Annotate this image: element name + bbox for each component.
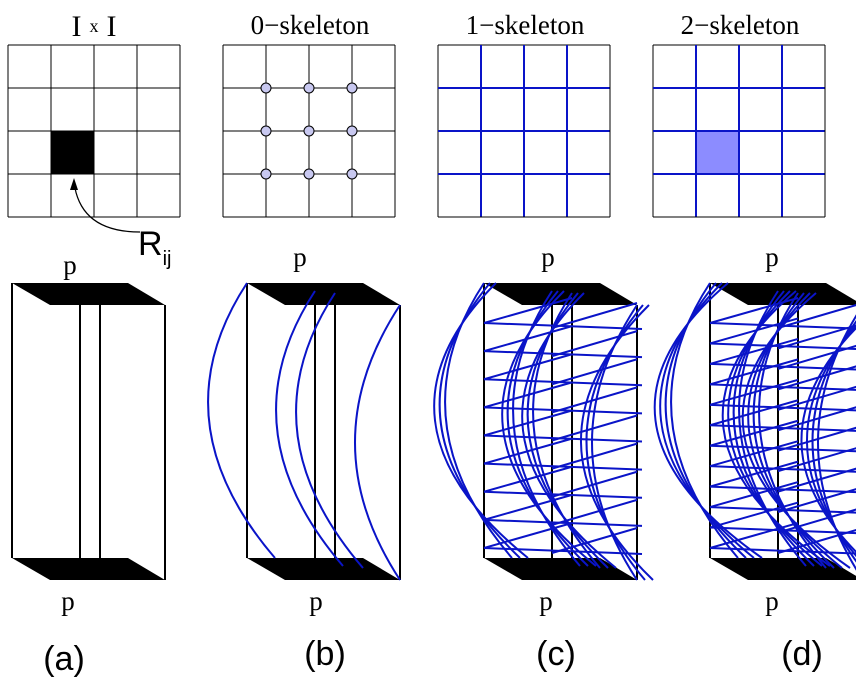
ixi-op: x bbox=[90, 16, 99, 36]
vertex-dot bbox=[347, 83, 357, 93]
bottom-label: p bbox=[309, 586, 323, 616]
vertex-dot bbox=[304, 83, 314, 93]
curve bbox=[296, 293, 363, 568]
top-label: p bbox=[293, 242, 307, 272]
ixi-left: I bbox=[72, 10, 82, 43]
figure: IxI 0−skeleton 1−skeleton 2−skeleton Rij… bbox=[0, 0, 856, 681]
diagonal bbox=[552, 416, 637, 441]
selected-cell bbox=[51, 131, 94, 174]
curve bbox=[812, 305, 856, 580]
bottom-label: p bbox=[539, 586, 553, 616]
diagonal bbox=[484, 439, 572, 464]
top-face bbox=[247, 283, 400, 305]
cell-label: Rij bbox=[138, 225, 171, 270]
curve bbox=[528, 293, 608, 568]
panel-label: (c) bbox=[536, 635, 576, 673]
vertex-dot bbox=[261, 83, 271, 93]
diagonal bbox=[484, 326, 572, 351]
arrow-head bbox=[70, 178, 78, 190]
panel-label: (a) bbox=[43, 640, 85, 678]
panel-label: (d) bbox=[781, 635, 823, 673]
curve bbox=[759, 293, 826, 568]
bottom-label: p bbox=[765, 586, 779, 616]
cell-label-sub: ij bbox=[163, 248, 172, 270]
diagonal bbox=[710, 318, 798, 343]
diagonal bbox=[710, 503, 798, 528]
vertex-dot bbox=[304, 169, 314, 179]
selected-cell bbox=[696, 131, 739, 174]
curve bbox=[807, 305, 856, 580]
bottom-label: p bbox=[61, 586, 75, 616]
diagonal bbox=[710, 441, 798, 466]
diagonal bbox=[710, 339, 798, 364]
curve bbox=[355, 305, 400, 580]
grid-title: 2−skeleton bbox=[681, 10, 800, 40]
cell-label-base: R bbox=[138, 225, 163, 263]
pointer-arrow bbox=[74, 182, 140, 232]
top-face bbox=[12, 283, 165, 305]
top-label: p bbox=[63, 250, 77, 280]
vertex-dot bbox=[347, 169, 357, 179]
vertex-dot bbox=[261, 126, 271, 136]
vertex-dot bbox=[261, 169, 271, 179]
diagonal bbox=[552, 444, 637, 469]
grid-title: 1−skeleton bbox=[466, 10, 585, 40]
vertex-dot bbox=[304, 126, 314, 136]
bottom-face bbox=[484, 558, 637, 580]
curve bbox=[208, 283, 275, 558]
boxes bbox=[12, 283, 856, 580]
curve bbox=[276, 291, 343, 566]
vertex-dot bbox=[347, 126, 357, 136]
ixi-right: I bbox=[107, 10, 117, 43]
top-label: p bbox=[765, 242, 779, 272]
diagonal bbox=[552, 500, 637, 525]
grids bbox=[8, 45, 825, 217]
panel-label: (b) bbox=[304, 635, 346, 673]
diagonal bbox=[552, 331, 637, 356]
grid-title: 0−skeleton bbox=[251, 10, 370, 40]
top-label: p bbox=[541, 242, 555, 272]
bottom-face bbox=[247, 558, 400, 580]
bottom-face bbox=[12, 558, 165, 580]
